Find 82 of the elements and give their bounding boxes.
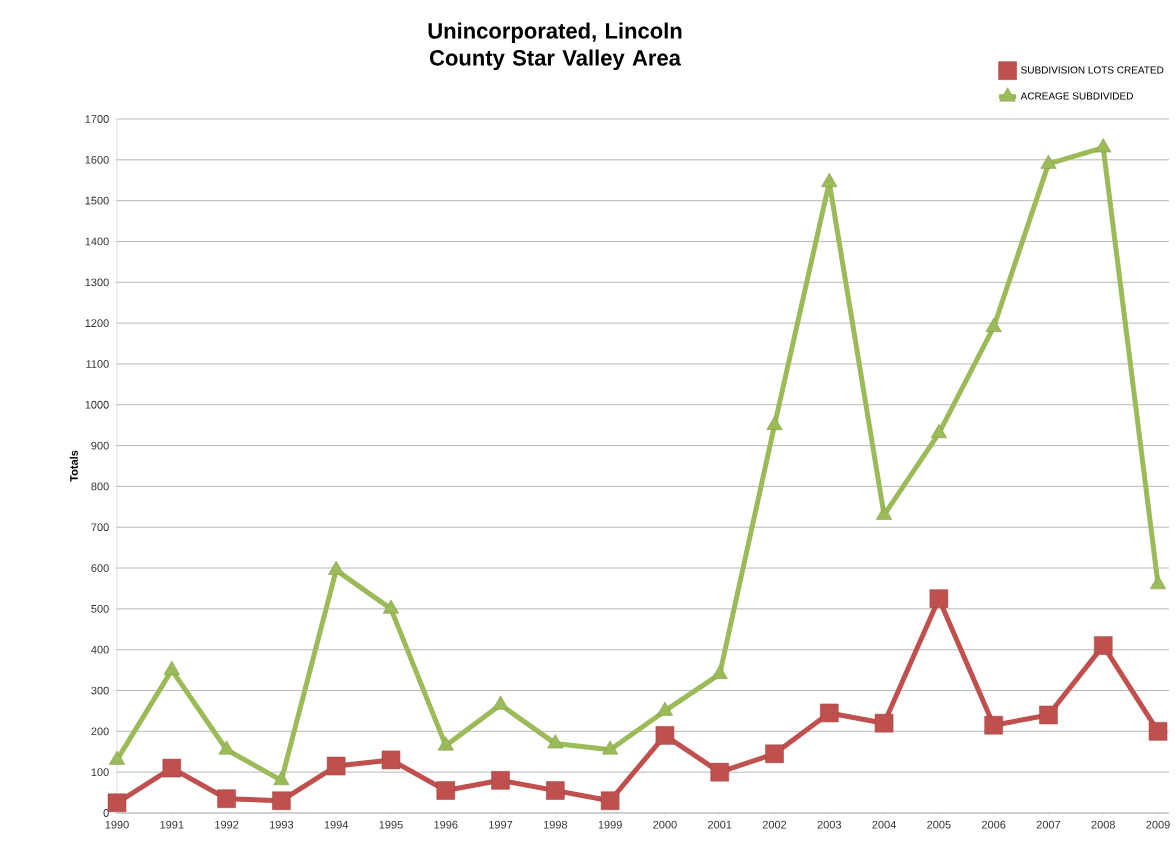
- x-tick-label: 2000: [653, 820, 677, 829]
- point: [491, 771, 510, 790]
- point: [163, 660, 180, 675]
- point: [107, 793, 127, 813]
- point: [1148, 722, 1168, 741]
- point: [1149, 575, 1167, 590]
- point: [328, 560, 345, 575]
- x-tick-label: 1996: [434, 820, 458, 829]
- y-tick-label: 1700: [85, 115, 109, 123]
- chart-title: Unincorporated, Lincoln County Star Valley Area: [428, 22, 682, 71]
- point: [929, 589, 949, 608]
- point: [602, 740, 619, 755]
- point: [710, 762, 729, 782]
- point: [930, 424, 947, 439]
- x-tick-label: 2006: [981, 820, 1006, 829]
- point: [985, 317, 1002, 332]
- point: [326, 756, 346, 776]
- point: [546, 781, 565, 800]
- y-tick-label: 100: [91, 768, 109, 777]
- point: [218, 740, 235, 755]
- y-tick-label: 0: [103, 809, 109, 817]
- y-tick-label: 200: [91, 727, 109, 736]
- point: [1094, 636, 1113, 655]
- point: [382, 599, 400, 614]
- point: [217, 789, 236, 808]
- y-tick-label: 1300: [85, 278, 109, 287]
- x-tick-label: 2009: [1146, 820, 1170, 829]
- point: [656, 701, 673, 716]
- y-tick-label: 1100: [86, 360, 109, 368]
- x-tick-label: 2001: [708, 820, 732, 829]
- point: [1040, 154, 1057, 169]
- y-tick-label: 400: [91, 645, 109, 654]
- x-tick-label: 1993: [269, 820, 294, 829]
- x-tick-label: 2005: [927, 820, 951, 829]
- point: [876, 505, 893, 520]
- point: [821, 173, 838, 188]
- point: [272, 791, 291, 810]
- point: [655, 726, 675, 745]
- x-tick-label: 1998: [543, 820, 568, 829]
- point: [820, 703, 839, 723]
- y-tick-label: 1200: [85, 319, 109, 327]
- point: [162, 758, 182, 778]
- point: [437, 736, 454, 751]
- legend-label: ACREAGE SUBDIVIDED: [1020, 92, 1133, 100]
- point: [1095, 138, 1112, 153]
- point: [381, 750, 401, 770]
- x-tick-label: 2004: [872, 820, 896, 829]
- x-tick-label: 2002: [762, 820, 787, 829]
- x-tick-label: 2008: [1091, 820, 1115, 829]
- x-tick-label: 2007: [1036, 820, 1061, 829]
- point: [765, 744, 784, 764]
- x-tick-label: 1991: [160, 820, 184, 829]
- y-tick-label: 900: [91, 441, 109, 450]
- point: [1039, 705, 1058, 725]
- point: [436, 781, 455, 800]
- x-tick-label: 1999: [598, 820, 622, 829]
- y-tick-label: 1400: [85, 237, 109, 246]
- y-tick-label: 800: [91, 482, 109, 491]
- point: [874, 713, 894, 733]
- point: [600, 791, 620, 810]
- x-tick-label: 1995: [379, 820, 403, 829]
- y-tick-label: 700: [91, 523, 109, 532]
- point: [711, 664, 728, 679]
- point: [492, 695, 509, 710]
- y-tick-label: 500: [91, 604, 109, 613]
- point: [984, 715, 1003, 735]
- x-tick-label: 1997: [489, 820, 513, 829]
- x-tick-label: 1992: [215, 820, 239, 829]
- y-tick-label: 1600: [85, 155, 109, 164]
- point: [273, 771, 290, 786]
- point: [108, 750, 126, 765]
- y-tick-label: 1500: [85, 196, 109, 205]
- point: [766, 415, 783, 430]
- y-tick-label: 300: [91, 686, 109, 695]
- y-axis-title: Totals: [69, 450, 78, 482]
- x-tick-label: 2003: [817, 820, 842, 829]
- legend-label: SUBDIVISION LOTS CREATED: [1021, 66, 1164, 74]
- y-tick-label: 600: [91, 564, 109, 572]
- point: [547, 734, 564, 749]
- x-tick-label: 1994: [324, 820, 349, 829]
- y-tick-label: 1000: [85, 400, 109, 409]
- x-tick-label: 1990: [105, 820, 129, 829]
